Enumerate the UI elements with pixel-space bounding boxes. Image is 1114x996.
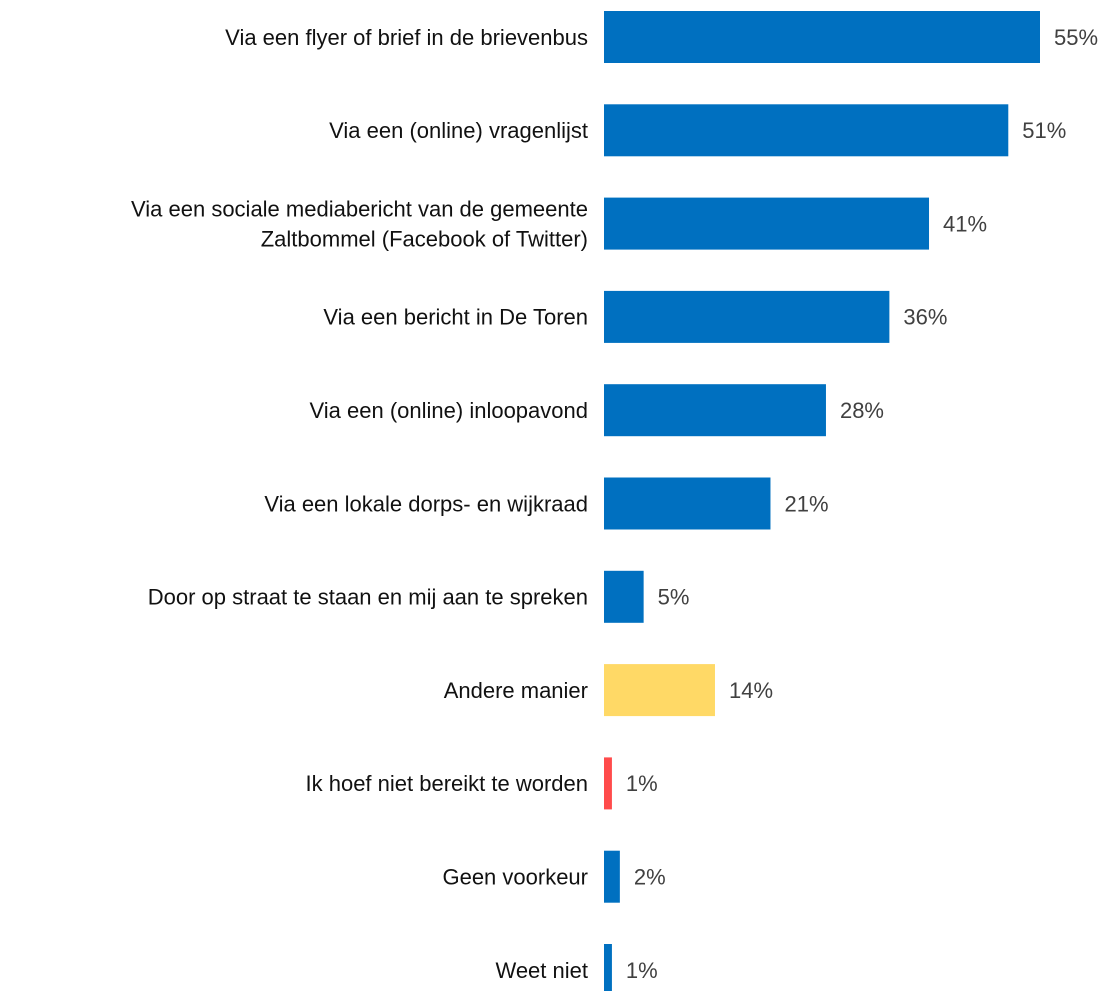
category-label: Via een lokale dorps- en wijkraad (264, 491, 588, 516)
value-label: 14% (729, 678, 773, 703)
value-label: 36% (903, 305, 947, 330)
category-label: Weet niet (495, 958, 588, 983)
category-label: Door op straat te staan en mij aan te sp… (148, 585, 588, 610)
bar (604, 664, 715, 717)
value-label: 1% (626, 958, 658, 983)
category-label: Andere manier (444, 678, 588, 703)
value-label: 41% (943, 211, 987, 236)
value-label: 21% (784, 491, 828, 516)
category-label: Via een (online) vragenlijst (329, 118, 588, 143)
value-label: 51% (1022, 118, 1066, 143)
bar (604, 290, 890, 343)
bar (604, 570, 644, 623)
value-label: 1% (626, 771, 658, 796)
category-label: Via een flyer of brief in de brievenbus (225, 25, 588, 50)
category-label: Via een (online) inloopavond (310, 398, 588, 423)
value-label: 2% (634, 865, 666, 890)
value-label: 28% (840, 398, 884, 423)
bar (604, 477, 771, 530)
bar (604, 11, 1040, 63)
bar (604, 850, 620, 903)
category-label: Ik hoef niet bereikt te worden (306, 771, 589, 796)
bar (604, 384, 826, 437)
value-label: 5% (658, 585, 690, 610)
bar (604, 197, 930, 250)
category-label: Geen voorkeur (442, 865, 588, 890)
value-label: 55% (1054, 25, 1098, 50)
bar (604, 944, 612, 996)
bar (604, 104, 1009, 157)
bar (604, 757, 612, 810)
category-label: Via een sociale mediabericht van de geme… (131, 196, 588, 251)
category-label: Via een bericht in De Toren (323, 305, 588, 330)
